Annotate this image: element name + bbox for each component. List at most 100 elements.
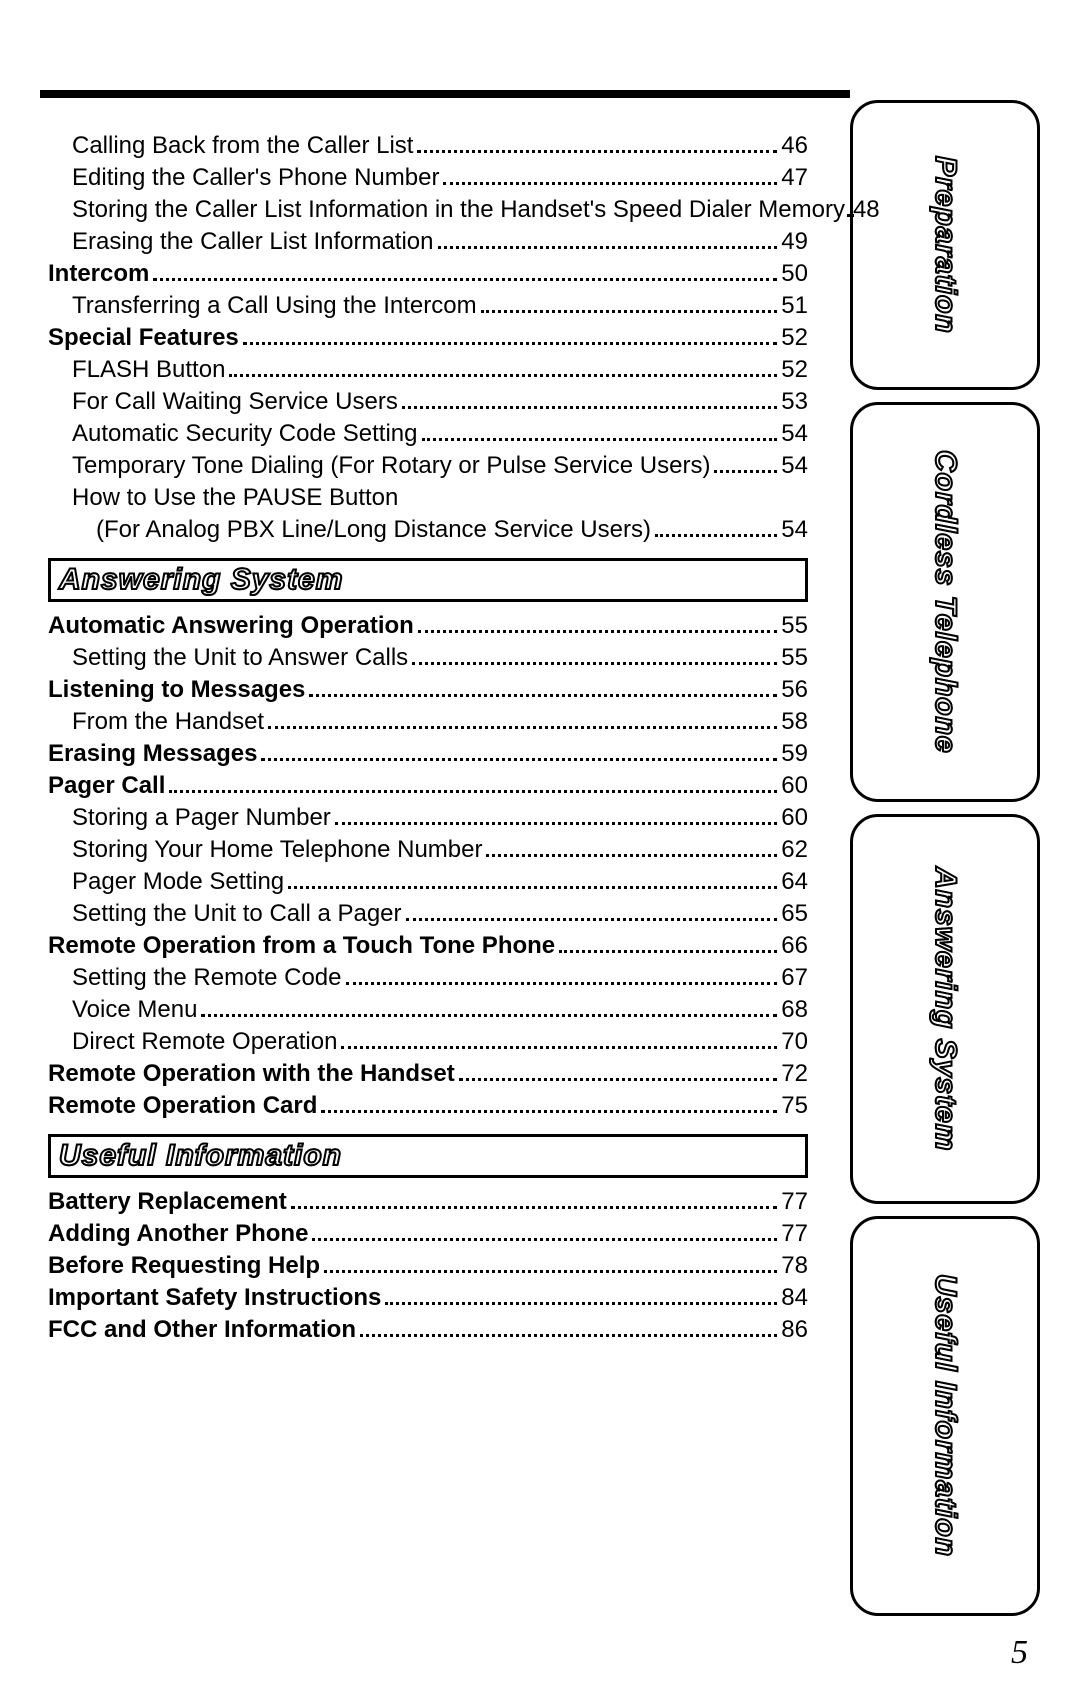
toc-label: Editing the Caller's Phone Number (72, 162, 439, 194)
toc-page-number: 58 (781, 706, 808, 738)
side-tab: Preparation (850, 100, 1040, 390)
side-tab-label: Answering System (928, 857, 962, 1161)
toc-page-number: 54 (781, 514, 808, 546)
toc-row: Direct Remote Operation 70 (48, 1026, 808, 1058)
toc-row: Remote Operation with the Handset72 (48, 1058, 808, 1090)
toc-page-number: 65 (781, 898, 808, 930)
toc-label: Remote Operation with the Handset (48, 1058, 455, 1090)
side-tab: Cordless Telephone (850, 402, 1040, 802)
toc-leader-dots (324, 1270, 777, 1273)
toc-block-3: Battery Replacement 77Adding Another Phon… (48, 1186, 808, 1346)
toc-row: Automatic Answering Operation 55 (48, 610, 808, 642)
toc-row: Automatic Security Code Setting54 (48, 418, 808, 450)
toc-page-number: 54 (781, 450, 808, 482)
toc-label: Setting the Unit to Call a Pager (72, 898, 402, 930)
toc-leader-dots (243, 342, 778, 345)
toc-leader-dots (346, 982, 778, 985)
toc-leader-dots (655, 534, 777, 537)
toc-label: Erasing Messages (48, 738, 257, 770)
toc-label: Automatic Answering Operation (48, 610, 414, 642)
toc-page-number: 78 (781, 1250, 808, 1282)
toc-label: Setting the Remote Code (72, 962, 342, 994)
toc-row: Special Features 52 (48, 322, 808, 354)
toc-row: From the Handset 58 (48, 706, 808, 738)
toc-label: From the Handset (72, 706, 264, 738)
toc-label: Direct Remote Operation (72, 1026, 337, 1058)
toc-label: Remote Operation from a Touch Tone Phone (48, 930, 555, 962)
toc-label: FCC and Other Information (48, 1314, 356, 1346)
toc-page-number: 70 (781, 1026, 808, 1058)
toc-label: For Call Waiting Service Users (72, 386, 398, 418)
toc-label: Storing the Caller List Information in t… (72, 194, 845, 226)
toc-leader-dots (417, 150, 777, 153)
toc-label: Calling Back from the Caller List (72, 130, 413, 162)
toc-row: Intercom 50 (48, 258, 808, 290)
section-title: Useful Information (59, 1139, 342, 1173)
toc-page-number: 84 (781, 1282, 808, 1314)
toc-leader-dots (422, 438, 778, 441)
toc-block-2: Automatic Answering Operation 55 Setting t… (48, 610, 808, 1122)
toc-label: Intercom (48, 258, 149, 290)
toc-label: Pager Call (48, 770, 165, 802)
side-tabs: Preparation Cordless Telephone Answering S… (850, 100, 1040, 1628)
page-number: 5 (1011, 1634, 1028, 1672)
toc-row: Remote Operation Card75 (48, 1090, 808, 1122)
toc-row: Voice Menu68 (48, 994, 808, 1026)
toc-page-number: 49 (781, 226, 808, 258)
side-tab-label: Useful Information (928, 1264, 962, 1567)
toc-label: How to Use the PAUSE Button (72, 482, 398, 514)
toc-page-number: 55 (781, 610, 808, 642)
toc-leader-dots (312, 1238, 777, 1241)
toc-leader-dots (341, 1046, 777, 1049)
toc-leader-dots (443, 182, 777, 185)
toc-page-number: 59 (781, 738, 808, 770)
toc-leader-dots (714, 470, 777, 473)
toc-row: Setting the Unit to Call a Pager 65 (48, 898, 808, 930)
toc-row: (For Analog PBX Line/Long Distance Servi… (48, 514, 808, 546)
toc-leader-dots (288, 886, 777, 889)
toc-leader-dots (229, 374, 777, 377)
toc-row: Battery Replacement 77 (48, 1186, 808, 1218)
toc-page-number: 67 (781, 962, 808, 994)
toc-leader-dots (406, 918, 778, 921)
toc-row: Storing the Caller List Information in t… (48, 194, 808, 226)
toc-page-number: 86 (781, 1314, 808, 1346)
side-tab-label: Preparation (928, 146, 962, 344)
toc-row: FCC and Other Information 86 (48, 1314, 808, 1346)
toc-label: Voice Menu (72, 994, 197, 1026)
toc-page-number: 56 (781, 674, 808, 706)
toc-label: Important Safety Instructions (48, 1282, 381, 1314)
toc-page-number: 60 (781, 802, 808, 834)
toc-label: Special Features (48, 322, 239, 354)
toc-label: Pager Mode Setting (72, 866, 284, 898)
toc-page-number: 52 (781, 354, 808, 386)
toc-label: Storing a Pager Number (72, 802, 331, 834)
toc-page-number: 77 (781, 1218, 808, 1250)
toc-label: Transferring a Call Using the Intercom (72, 290, 477, 322)
toc-row: Transferring a Call Using the Intercom51 (48, 290, 808, 322)
toc-row: Erasing the Caller List Information 49 (48, 226, 808, 258)
toc-row: Adding Another Phone77 (48, 1218, 808, 1250)
toc-row: Remote Operation from a Touch Tone Phone… (48, 930, 808, 962)
toc-leader-dots (309, 694, 777, 697)
toc-row: Storing a Pager Number 60 (48, 802, 808, 834)
toc-page-number: 77 (781, 1186, 808, 1218)
toc-label: Battery Replacement (48, 1186, 287, 1218)
toc-page-number: 50 (781, 258, 808, 290)
toc-leader-dots (261, 758, 777, 761)
toc-label: Erasing the Caller List Information (72, 226, 434, 258)
toc-leader-dots (486, 854, 777, 857)
toc-label: (For Analog PBX Line/Long Distance Servi… (96, 514, 651, 546)
toc-leader-dots (268, 726, 777, 729)
toc-page-number: 52 (781, 322, 808, 354)
toc-row: Listening to Messages56 (48, 674, 808, 706)
toc-leader-dots (385, 1302, 777, 1305)
toc-leader-dots (418, 630, 777, 633)
section-header-useful-information: Useful Information (48, 1134, 808, 1178)
toc-leader-dots (412, 662, 777, 665)
toc-page-number: 64 (781, 866, 808, 898)
toc-row: Setting the Remote Code 67 (48, 962, 808, 994)
toc-row: Temporary Tone Dialing (For Rotary or Pu… (48, 450, 808, 482)
toc-leader-dots (321, 1110, 777, 1113)
toc-content: Calling Back from the Caller List46Editi… (48, 130, 808, 1346)
